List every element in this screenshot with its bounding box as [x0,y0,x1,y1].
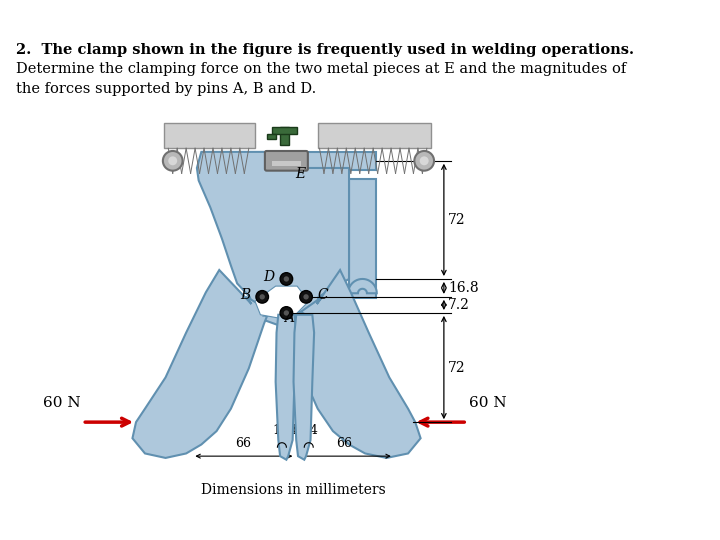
Polygon shape [279,270,420,458]
Polygon shape [197,152,349,329]
Text: Determine the clamping force on the two metal pieces at E and the magnitudes of: Determine the clamping force on the two … [16,63,626,76]
Polygon shape [294,315,314,460]
Text: B: B [240,288,251,302]
Text: A: A [284,312,294,326]
Bar [266,134,276,139]
Text: the forces supported by pins A, B and D.: the forces supported by pins A, B and D. [16,82,316,96]
FancyBboxPatch shape [265,151,308,171]
Ellipse shape [420,157,428,165]
Circle shape [280,307,292,319]
Text: 2.  The clamp shown in the figure is frequently used in welding operations.: 2. The clamp shown in the figure is freq… [16,43,634,57]
Text: 66: 66 [235,437,251,450]
Bar [280,127,289,145]
Polygon shape [295,152,376,170]
Polygon shape [276,315,296,460]
Polygon shape [255,286,309,320]
Text: Dimensions in millimeters: Dimensions in millimeters [201,483,386,497]
Text: C: C [318,288,328,302]
Circle shape [300,291,312,303]
Ellipse shape [414,151,434,171]
Bar [163,123,255,148]
Text: 60 N: 60 N [469,396,507,410]
Text: E: E [295,167,305,181]
Polygon shape [348,279,377,293]
Text: 16.8: 16.8 [449,281,479,295]
Circle shape [259,294,265,300]
Ellipse shape [163,151,183,171]
Circle shape [303,294,309,300]
Circle shape [284,276,289,282]
Bar [272,161,301,166]
Bar [272,127,297,134]
Text: 60 N: 60 N [43,396,81,410]
Bar [349,179,376,298]
Polygon shape [132,270,279,458]
Text: 72: 72 [449,361,466,375]
Text: 66: 66 [336,437,353,450]
Text: 72: 72 [449,213,466,227]
Circle shape [284,310,289,316]
Circle shape [280,273,292,285]
Circle shape [256,291,269,303]
Text: D: D [264,270,275,284]
Bar [318,123,431,148]
Ellipse shape [168,157,177,165]
Text: 7.2: 7.2 [449,298,470,312]
Text: 14.4: 14.4 [290,424,318,437]
Text: 14.4: 14.4 [272,424,300,437]
